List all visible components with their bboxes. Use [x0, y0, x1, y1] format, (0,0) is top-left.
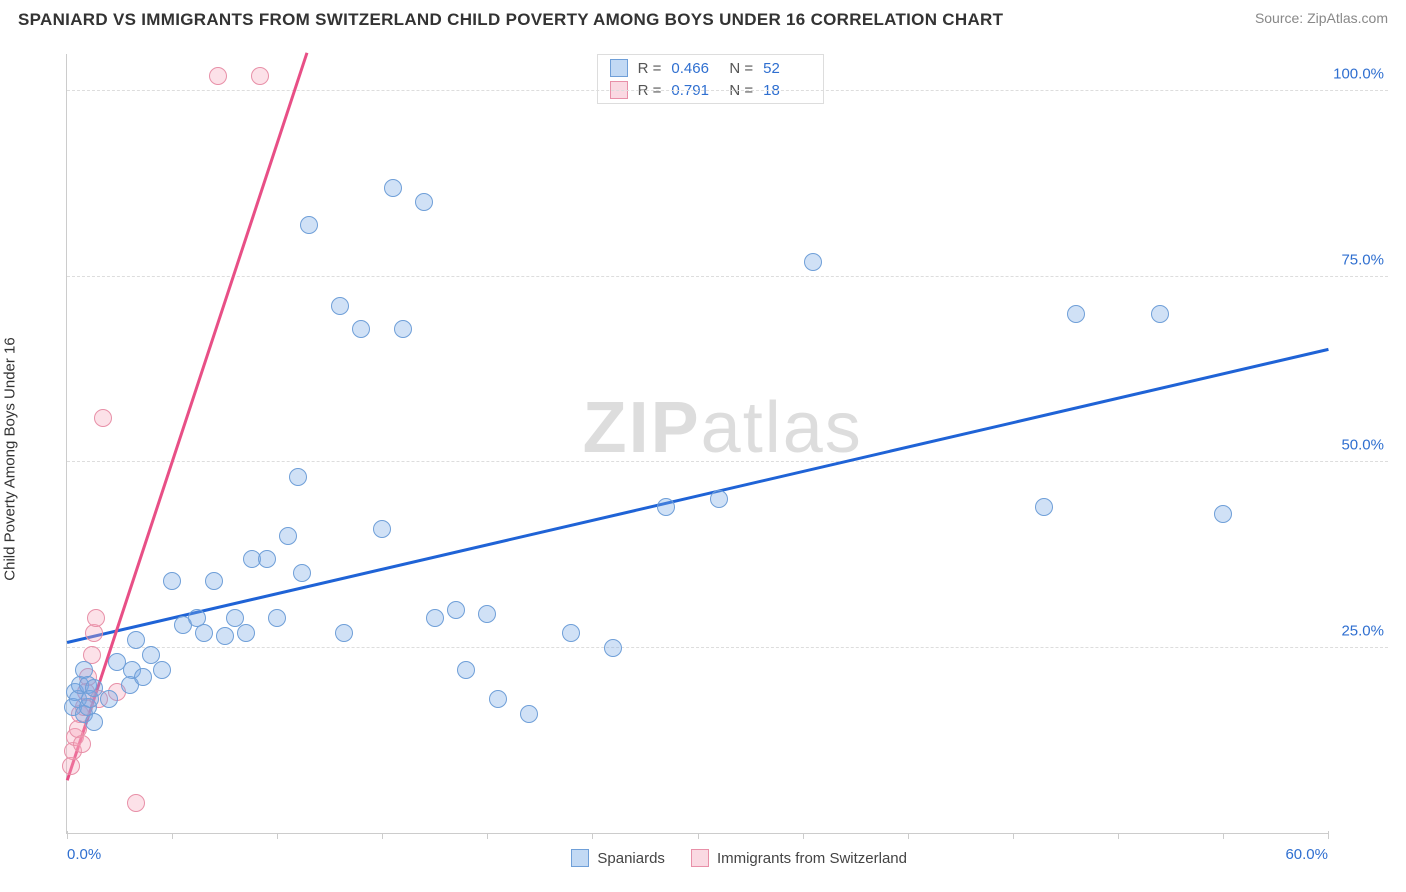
data-point-blue: [300, 216, 318, 234]
y-tick-label: 75.0%: [1341, 251, 1384, 268]
correlation-legend: R = 0.466 N = 52 R = 0.791 N = 18: [597, 54, 825, 104]
x-tick: [172, 833, 173, 839]
legend-item-immigrants: Immigrants from Switzerland: [691, 849, 907, 867]
data-point-blue: [293, 564, 311, 582]
gridline: [67, 276, 1388, 277]
data-point-blue: [710, 490, 728, 508]
data-point-blue: [373, 520, 391, 538]
data-point-pink: [209, 67, 227, 85]
data-point-pink: [87, 609, 105, 627]
data-point-blue: [384, 179, 402, 197]
data-point-blue: [804, 253, 822, 271]
chart-title: SPANIARD VS IMMIGRANTS FROM SWITZERLAND …: [18, 10, 1003, 30]
data-point-blue: [268, 609, 286, 627]
data-point-blue: [447, 601, 465, 619]
data-point-pink: [94, 409, 112, 427]
data-point-blue: [478, 605, 496, 623]
data-point-blue: [205, 572, 223, 590]
data-point-blue: [657, 498, 675, 516]
data-point-blue: [562, 624, 580, 642]
data-point-blue: [100, 690, 118, 708]
y-tick-label: 50.0%: [1341, 437, 1384, 454]
data-point-blue: [1151, 305, 1169, 323]
x-tick: [277, 833, 278, 839]
data-point-blue: [331, 297, 349, 315]
watermark: ZIPatlas: [583, 387, 863, 469]
series-legend: Spaniards Immigrants from Switzerland: [571, 849, 907, 867]
data-point-blue: [195, 624, 213, 642]
y-tick-label: 25.0%: [1341, 622, 1384, 639]
chart-header: SPANIARD VS IMMIGRANTS FROM SWITZERLAND …: [0, 0, 1406, 34]
data-point-blue: [85, 713, 103, 731]
legend-item-spaniards: Spaniards: [571, 849, 665, 867]
x-tick: [382, 833, 383, 839]
data-point-blue: [457, 661, 475, 679]
x-tick-label: 60.0%: [1285, 846, 1328, 863]
data-point-blue: [134, 668, 152, 686]
swatch-blue: [610, 59, 628, 77]
data-point-blue: [426, 609, 444, 627]
plot-region: ZIPatlas R = 0.466 N = 52 R = 0.791 N = …: [66, 54, 1328, 834]
gridline: [67, 647, 1388, 648]
trendline-blue: [67, 348, 1329, 643]
gridline: [67, 90, 1388, 91]
data-point-blue: [289, 468, 307, 486]
gridline: [67, 461, 1388, 462]
y-tick-label: 100.0%: [1333, 66, 1384, 83]
data-point-blue: [604, 639, 622, 657]
data-point-blue: [489, 690, 507, 708]
data-point-blue: [1067, 305, 1085, 323]
data-point-blue: [352, 320, 370, 338]
data-point-blue: [415, 193, 433, 211]
data-point-blue: [163, 572, 181, 590]
data-point-pink: [73, 735, 91, 753]
data-point-pink: [251, 67, 269, 85]
data-point-blue: [258, 550, 276, 568]
data-point-blue: [520, 705, 538, 723]
x-tick: [592, 833, 593, 839]
x-tick: [1013, 833, 1014, 839]
data-point-pink: [127, 794, 145, 812]
x-tick: [67, 831, 68, 839]
x-tick: [803, 833, 804, 839]
x-tick: [1328, 831, 1329, 839]
swatch-pink-icon: [691, 849, 709, 867]
data-point-blue: [1214, 505, 1232, 523]
legend-row-blue: R = 0.466 N = 52: [598, 57, 824, 79]
data-point-blue: [279, 527, 297, 545]
x-tick: [1118, 833, 1119, 839]
data-point-blue: [153, 661, 171, 679]
data-point-blue: [216, 627, 234, 645]
data-point-blue: [237, 624, 255, 642]
x-tick: [908, 833, 909, 839]
data-point-blue: [394, 320, 412, 338]
x-tick-label: 0.0%: [67, 846, 101, 863]
data-point-blue: [127, 631, 145, 649]
chart-area: Child Poverty Among Boys Under 16 ZIPatl…: [18, 44, 1388, 874]
y-axis-label: Child Poverty Among Boys Under 16: [2, 337, 19, 580]
chart-source: Source: ZipAtlas.com: [1255, 10, 1388, 26]
x-tick: [698, 833, 699, 839]
swatch-blue-icon: [571, 849, 589, 867]
x-tick: [1223, 833, 1224, 839]
x-tick: [487, 833, 488, 839]
data-point-blue: [335, 624, 353, 642]
data-point-blue: [1035, 498, 1053, 516]
